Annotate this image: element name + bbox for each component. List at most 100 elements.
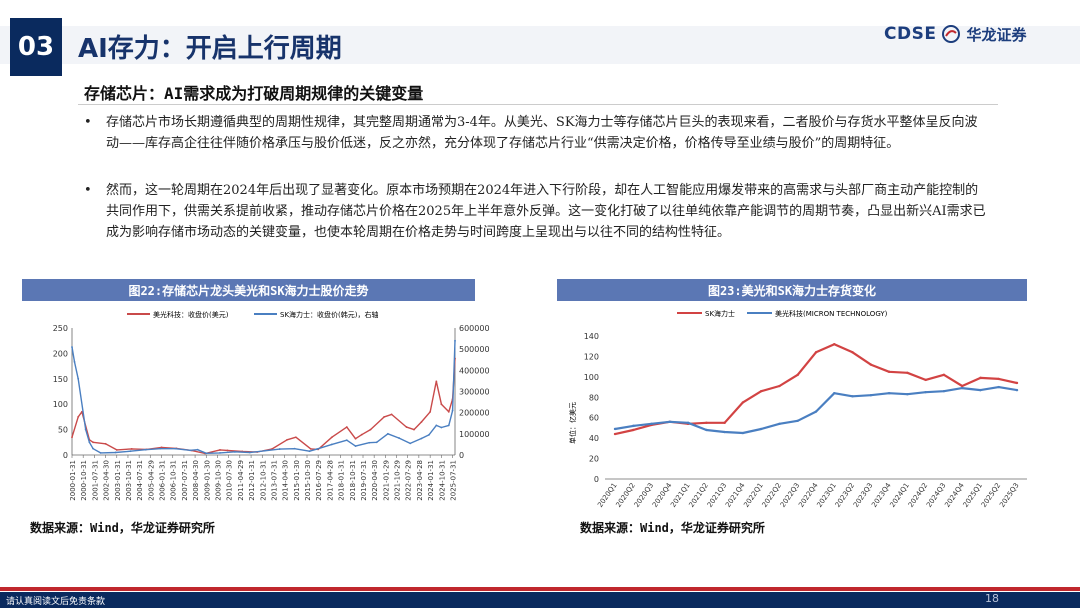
chart1-x-tick-label: 2014-04-30 bbox=[282, 460, 290, 501]
logo-mark-icon bbox=[942, 25, 961, 43]
chart2-series-2-point bbox=[650, 422, 653, 426]
chart2-series-1-point bbox=[851, 351, 854, 354]
chart2-series-2-point bbox=[960, 386, 964, 390]
footer-bar bbox=[0, 592, 1080, 608]
chart1-right-tick-label: 0 bbox=[459, 451, 464, 460]
chart-inventory: SK海力士 美光科技(MICRON TECHNOLOGY) 单位：亿美元 0 20… bbox=[568, 309, 1027, 509]
chart1-series-2-point bbox=[73, 360, 76, 363]
chart1-right-tick-label: 600000 bbox=[459, 324, 490, 333]
chart1-x-tick-label: 2022-07-29 bbox=[405, 460, 413, 501]
bullet-marker: • bbox=[84, 115, 92, 130]
chart2-series-1-point bbox=[632, 428, 635, 432]
figure-22-title: 图22:存储芯片龙头美光和SK海力士股价走势 bbox=[22, 279, 475, 301]
figure-23-title: 图23:美光和SK海力士存货变化 bbox=[557, 279, 1027, 301]
chart1-x-tick-label: 2007-07-31 bbox=[181, 460, 189, 501]
chart2-series-1-point bbox=[705, 421, 708, 425]
chart-stock-price: 美光科技：收盘价(美元) SK海力士：收盘价(韩元)，右轴 0 50 100 150 2… bbox=[53, 310, 490, 501]
chart2-y-axis-label: 单位：亿美元 bbox=[568, 402, 577, 444]
chart2-series-2-point bbox=[997, 385, 1000, 389]
chart2-series-1-point bbox=[906, 371, 909, 374]
chart1-x-tick-label: 2018-01-31 bbox=[338, 460, 346, 501]
chart1-x-tick-label: 2008-04-30 bbox=[192, 460, 200, 501]
chart2-series-1-point bbox=[979, 376, 982, 380]
chart2-series-2-point bbox=[906, 393, 909, 396]
chart1-series-2-point bbox=[293, 447, 296, 450]
chart1-series-2-point bbox=[189, 449, 192, 452]
chart2-series-2-point bbox=[942, 389, 946, 393]
chart1-x-tick-label: 2021-10-29 bbox=[394, 460, 402, 501]
chart1-x-tick-label: 2006-01-31 bbox=[159, 460, 167, 501]
chart2-series-1-point bbox=[723, 421, 726, 425]
chart1-series-2-point bbox=[84, 428, 87, 431]
chart1-right-tick-label: 200000 bbox=[459, 409, 490, 418]
chart1-x-tick-label: 2002-04-30 bbox=[103, 460, 111, 501]
chart1-series-1-point bbox=[383, 416, 386, 418]
chart1-series-2-point bbox=[114, 451, 117, 454]
chart2-series-1-point bbox=[613, 432, 617, 436]
chart1-series-2-line bbox=[71, 340, 456, 455]
chart1-series-2-point bbox=[205, 452, 208, 455]
chart1-series-1-point bbox=[309, 448, 312, 450]
chart2-series-2-point bbox=[851, 395, 854, 398]
chart1-series-1-point bbox=[345, 426, 348, 428]
chart1-series-2-point bbox=[409, 442, 412, 445]
chart1-x-tick-label: 2015-01-30 bbox=[293, 460, 301, 501]
chart2-series-2-point bbox=[723, 430, 726, 434]
chart1-series-2-point bbox=[345, 439, 348, 442]
chart1-series-2-point bbox=[368, 441, 371, 444]
chart1-right-tick-label: 300000 bbox=[459, 388, 490, 397]
chart1-series-1-point bbox=[420, 421, 423, 423]
chart2-legend-series-2: 美光科技(MICRON TECHNOLOGY) bbox=[775, 309, 888, 318]
chart1-series-2-point bbox=[447, 424, 450, 427]
chart1-series-2-point bbox=[428, 433, 430, 436]
chart2-series-2-point bbox=[759, 427, 763, 431]
chart1-legend: 美光科技：收盘价(美元) SK海力士：收盘价(韩元)，右轴 bbox=[127, 310, 379, 319]
chart1-x-tick-label: 2024-01-31 bbox=[427, 460, 435, 501]
chart1-series-2-point bbox=[420, 437, 423, 440]
chart2-series-2-point bbox=[632, 424, 635, 428]
chart1-left-tick-label: 100 bbox=[53, 400, 68, 409]
chart1-x-tick-label: 2003-01-31 bbox=[114, 460, 122, 501]
chart2-series-1-point bbox=[814, 351, 818, 354]
chart1-series-2-point bbox=[308, 450, 311, 453]
chart1-series-1-point bbox=[226, 449, 229, 452]
bullet-marker: • bbox=[84, 183, 92, 198]
chart2-y-tick-label: 40 bbox=[589, 434, 599, 443]
chart1-series-2-point bbox=[330, 443, 333, 446]
chart1-series-2-point bbox=[159, 447, 162, 450]
chart1-legend-series-1: 美光科技：收盘价(美元) bbox=[153, 310, 229, 319]
figure-23-source: 数据来源：Wind，华龙证券研究所 bbox=[580, 521, 765, 535]
chart2-series-2-point bbox=[741, 431, 745, 435]
page-title: AI存力：开启上行周期 bbox=[78, 34, 342, 64]
chart2-series-2-point bbox=[686, 421, 690, 425]
chart1-series-2-point bbox=[99, 451, 102, 454]
chart1-series-2-point bbox=[451, 409, 454, 412]
chart2-legend-series-1: SK海力士 bbox=[705, 309, 735, 318]
chart1-x-tick-label: 2005-04-29 bbox=[147, 460, 155, 501]
chart1-x-tick-label: 2017-04-28 bbox=[326, 460, 334, 501]
chart2-series-2-point bbox=[613, 427, 617, 431]
chart1-series-1-point bbox=[77, 416, 80, 418]
chart1-series-1-point bbox=[435, 380, 438, 383]
chart1-x-tick-label: 2025-07-31 bbox=[450, 460, 458, 501]
chart1-series-1-point bbox=[440, 403, 443, 406]
chart1-series-1-point bbox=[130, 448, 133, 450]
chart2-y-tick-label: 80 bbox=[589, 393, 599, 402]
chart1-series-2-point bbox=[219, 451, 221, 454]
chart1-series-2-point bbox=[435, 424, 438, 427]
chart2-y-tick-label: 0 bbox=[594, 475, 599, 484]
chart1-x-tick-label: 2021-01-29 bbox=[382, 460, 390, 501]
chart2-series-2-point bbox=[705, 428, 708, 432]
chart1-x-tick-label: 2000-10-31 bbox=[80, 460, 88, 501]
footer-disclaimer: 请认真阅读文后免责条款 bbox=[6, 597, 106, 607]
logo-text-cn: 华龙证券 bbox=[966, 25, 1027, 44]
chart1-series-1-point bbox=[429, 410, 432, 413]
chart1-left-tick-label: 250 bbox=[53, 324, 68, 333]
chart1-series-2-point bbox=[77, 377, 80, 380]
footer-accent-line bbox=[0, 587, 1080, 591]
chart1-series-2-point bbox=[144, 448, 147, 451]
chart1-series-2-point bbox=[316, 448, 318, 450]
chart1-x-tick-label: 2015-10-30 bbox=[304, 460, 312, 501]
chart2-y-tick-label: 140 bbox=[584, 332, 599, 341]
section-number-badge: 03 bbox=[10, 18, 62, 76]
